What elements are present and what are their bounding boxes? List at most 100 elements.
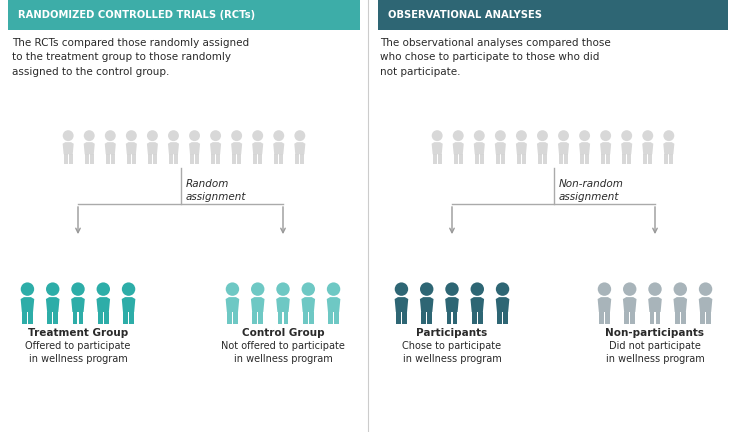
Bar xyxy=(454,154,458,164)
Bar xyxy=(252,311,257,324)
Text: Participants: Participants xyxy=(417,328,488,338)
Polygon shape xyxy=(96,297,110,312)
Bar xyxy=(538,154,542,164)
Polygon shape xyxy=(231,142,242,154)
Polygon shape xyxy=(147,142,158,154)
Circle shape xyxy=(558,130,569,141)
Polygon shape xyxy=(327,297,340,312)
Bar xyxy=(277,311,283,324)
Polygon shape xyxy=(273,142,284,154)
Polygon shape xyxy=(105,142,116,154)
Circle shape xyxy=(445,283,459,296)
Polygon shape xyxy=(168,142,179,154)
Polygon shape xyxy=(621,142,632,154)
Bar xyxy=(459,154,463,164)
Bar xyxy=(104,311,109,324)
Polygon shape xyxy=(623,297,637,312)
Bar xyxy=(111,154,115,164)
Text: Control Group: Control Group xyxy=(241,328,325,338)
Bar xyxy=(295,154,300,164)
Polygon shape xyxy=(445,297,459,312)
Polygon shape xyxy=(474,142,485,154)
Polygon shape xyxy=(63,142,74,154)
Polygon shape xyxy=(251,297,264,312)
Bar xyxy=(656,311,660,324)
Circle shape xyxy=(251,283,264,296)
Bar xyxy=(300,154,304,164)
Bar xyxy=(169,154,173,164)
Circle shape xyxy=(432,130,442,141)
Bar xyxy=(68,154,73,164)
Polygon shape xyxy=(294,142,305,154)
Polygon shape xyxy=(431,142,442,154)
Circle shape xyxy=(122,283,135,296)
Polygon shape xyxy=(71,297,85,312)
Bar xyxy=(153,154,157,164)
Bar xyxy=(211,154,215,164)
Bar xyxy=(174,154,178,164)
Circle shape xyxy=(537,130,548,141)
Polygon shape xyxy=(495,142,506,154)
Circle shape xyxy=(210,130,221,141)
Circle shape xyxy=(600,130,611,141)
Bar xyxy=(8,0,360,30)
Polygon shape xyxy=(470,297,484,312)
Polygon shape xyxy=(84,142,95,154)
Bar xyxy=(643,154,647,164)
Polygon shape xyxy=(537,142,548,154)
Bar xyxy=(73,311,77,324)
Bar xyxy=(275,154,278,164)
Circle shape xyxy=(643,130,654,141)
Bar xyxy=(605,311,610,324)
Bar xyxy=(28,311,33,324)
Circle shape xyxy=(496,283,509,296)
Bar xyxy=(334,311,339,324)
Circle shape xyxy=(231,130,242,141)
Polygon shape xyxy=(210,142,221,154)
Text: Random
assignment: Random assignment xyxy=(185,179,246,202)
Bar xyxy=(283,311,289,324)
Polygon shape xyxy=(673,297,687,312)
Bar xyxy=(53,311,58,324)
Bar xyxy=(650,311,654,324)
Bar xyxy=(675,311,679,324)
Text: Non-participants: Non-participants xyxy=(606,328,704,338)
Bar xyxy=(22,311,26,324)
Polygon shape xyxy=(46,297,60,312)
Bar xyxy=(421,311,426,324)
Polygon shape xyxy=(600,142,611,154)
Polygon shape xyxy=(189,142,200,154)
Bar xyxy=(253,154,257,164)
Circle shape xyxy=(579,130,590,141)
Circle shape xyxy=(453,130,464,141)
Bar xyxy=(148,154,152,164)
Polygon shape xyxy=(394,297,408,312)
Polygon shape xyxy=(598,297,611,312)
Text: Chose to participate
in wellness program: Chose to participate in wellness program xyxy=(403,341,501,364)
Bar xyxy=(302,311,308,324)
Text: The RCTs compared those randomly assigned
to the treatment group to those random: The RCTs compared those randomly assigne… xyxy=(12,38,249,77)
Bar xyxy=(428,311,432,324)
Circle shape xyxy=(598,283,611,296)
Polygon shape xyxy=(252,142,263,154)
Bar xyxy=(447,311,451,324)
Circle shape xyxy=(294,130,305,141)
Bar xyxy=(627,154,631,164)
Bar xyxy=(132,154,135,164)
Polygon shape xyxy=(698,297,712,312)
Bar xyxy=(90,154,93,164)
Circle shape xyxy=(46,283,60,296)
Bar xyxy=(258,154,262,164)
Polygon shape xyxy=(516,142,527,154)
Circle shape xyxy=(71,283,85,296)
Bar xyxy=(669,154,673,164)
Polygon shape xyxy=(648,297,662,312)
Circle shape xyxy=(516,130,527,141)
Text: Non-random
assignment: Non-random assignment xyxy=(559,179,623,202)
Text: Did not participate
in wellness program: Did not participate in wellness program xyxy=(606,341,704,364)
Bar xyxy=(258,311,263,324)
Circle shape xyxy=(621,130,632,141)
Bar xyxy=(707,311,711,324)
Bar xyxy=(195,154,199,164)
Polygon shape xyxy=(126,142,137,154)
